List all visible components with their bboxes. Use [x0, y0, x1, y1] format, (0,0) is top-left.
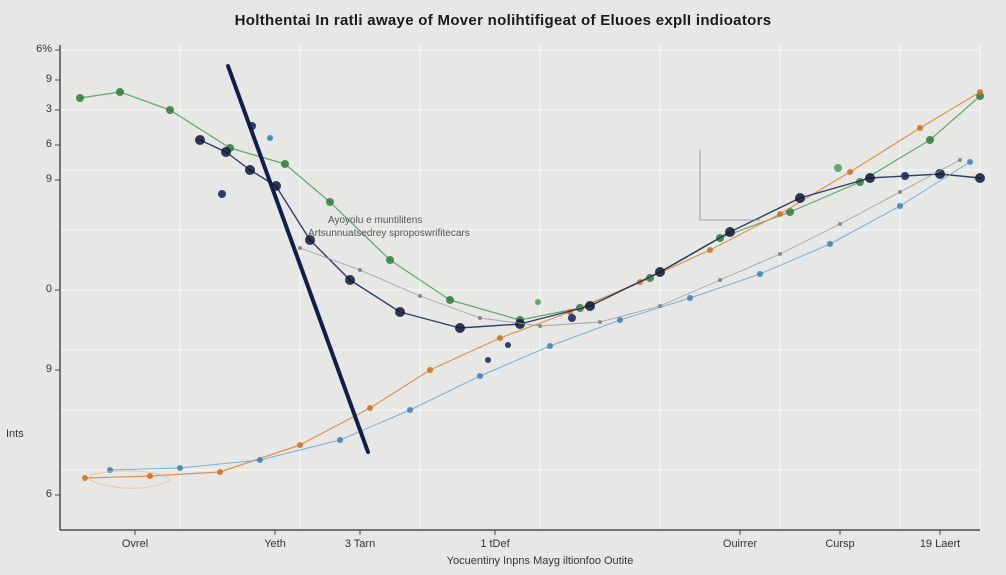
series-marker	[865, 173, 875, 183]
y-tick-label: 0	[22, 283, 52, 295]
y-tick-label: 9	[22, 363, 52, 375]
scatter-point	[535, 299, 541, 305]
series-marker	[76, 94, 84, 102]
y-axis-label: Ints	[6, 428, 24, 440]
y-tick-label: 6%	[22, 43, 52, 55]
series-marker	[658, 304, 662, 308]
series-marker	[926, 136, 934, 144]
series-marker	[827, 241, 833, 247]
series-marker	[547, 343, 553, 349]
series-marker	[82, 475, 88, 481]
series-marker	[757, 271, 763, 277]
chart-plot	[0, 0, 1006, 575]
series-marker	[386, 256, 394, 264]
series-marker	[707, 247, 713, 253]
series-marker	[958, 158, 962, 162]
chart-container: Holthentai In ratli awaye of Mover nolih…	[0, 0, 1006, 575]
series-marker	[177, 465, 183, 471]
series-marker	[166, 106, 174, 114]
x-tick-label: Ovrel	[122, 538, 148, 550]
series-marker	[395, 307, 405, 317]
series-marker	[297, 442, 303, 448]
series-marker	[337, 437, 343, 443]
series-marker	[147, 473, 153, 479]
y-tick-label: 9	[22, 73, 52, 85]
series-marker	[777, 211, 783, 217]
series-marker	[917, 125, 923, 131]
series-marker	[298, 246, 302, 250]
x-tick-label: Ouirrer	[723, 538, 757, 550]
scatter-point	[901, 172, 909, 180]
series-marker	[725, 227, 735, 237]
series-marker	[358, 268, 362, 272]
series-marker	[838, 222, 842, 226]
series-marker	[497, 335, 503, 341]
y-tick-label: 9	[22, 173, 52, 185]
scatter-point	[834, 164, 842, 172]
scatter-point	[218, 190, 226, 198]
series-marker	[538, 324, 542, 328]
x-axis-label: Yocuentiny Inpns Mayg iltionfoo Outite	[447, 555, 634, 567]
series-marker	[795, 193, 805, 203]
y-tick-label: 6	[22, 138, 52, 150]
series-marker	[967, 159, 973, 165]
scatter-point	[505, 342, 511, 348]
series-marker	[718, 278, 722, 282]
series-marker	[585, 301, 595, 311]
series-marker	[345, 275, 355, 285]
series-marker	[977, 89, 983, 95]
series-marker	[326, 198, 334, 206]
x-tick-label: Cursp	[825, 538, 854, 550]
series-marker	[477, 373, 483, 379]
series-marker	[281, 160, 289, 168]
y-tick-label: 6	[22, 488, 52, 500]
series-marker	[847, 169, 853, 175]
series-marker	[975, 173, 985, 183]
x-tick-label: 1 tDef	[480, 538, 509, 550]
y-tick-label: 3	[22, 103, 52, 115]
series-marker	[418, 294, 422, 298]
x-tick-label: Yeth	[264, 538, 286, 550]
series-marker	[407, 407, 413, 413]
series-marker	[655, 267, 665, 277]
x-tick-label: 19 Laert	[920, 538, 960, 550]
series-marker	[245, 165, 255, 175]
series-marker	[687, 295, 693, 301]
series-marker	[116, 88, 124, 96]
x-tick-label: 3 Tarn	[345, 538, 375, 550]
series-marker	[897, 203, 903, 209]
scatter-point	[267, 135, 273, 141]
series-marker	[221, 147, 231, 157]
chart-annotation: Ayoyolu e muntilitens	[328, 215, 422, 228]
series-marker	[778, 252, 782, 256]
series-marker	[617, 317, 623, 323]
series-marker	[446, 296, 454, 304]
series-marker	[217, 469, 223, 475]
chart-annotation: Artsunnuatsedrey sproposwrifitecars	[308, 228, 470, 241]
series-marker	[898, 190, 902, 194]
scatter-point	[568, 314, 576, 322]
series-marker	[455, 323, 465, 333]
series-marker	[478, 316, 482, 320]
series-marker	[427, 367, 433, 373]
series-marker	[195, 135, 205, 145]
series-marker	[257, 457, 263, 463]
series-marker	[598, 320, 602, 324]
scatter-point	[485, 357, 491, 363]
series-marker	[367, 405, 373, 411]
